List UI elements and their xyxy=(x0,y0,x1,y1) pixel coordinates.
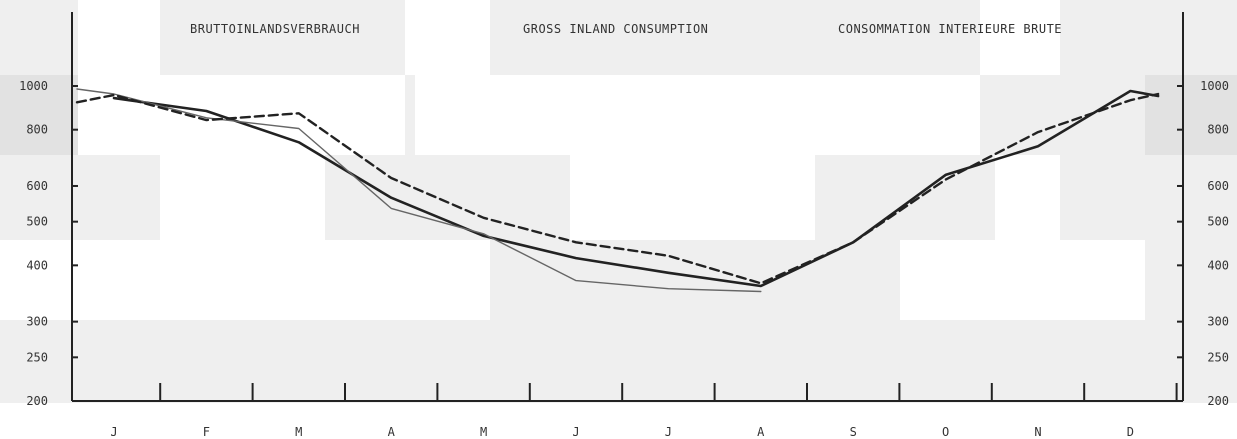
bg-block xyxy=(405,75,415,155)
bg-block xyxy=(490,0,980,75)
y-tick-label-left: 600 xyxy=(26,179,48,193)
chart-title-german: BRUTTOINLANDSVERBRAUCH xyxy=(190,22,360,36)
x-tick-label: D xyxy=(1127,425,1134,439)
bg-block xyxy=(1145,240,1237,320)
y-tick-label-right: 800 xyxy=(1207,123,1229,137)
bg-block xyxy=(0,0,78,75)
y-tick-label-right: 500 xyxy=(1207,215,1229,229)
chart-title-french: CONSOMMATION INTERIEURE BRUTE xyxy=(838,22,1062,36)
series-lines xyxy=(75,88,1160,293)
x-tick-label: M xyxy=(480,425,487,439)
y-tick-label-left: 200 xyxy=(26,394,48,408)
x-tick-label: J xyxy=(665,425,672,439)
x-tick-label: S xyxy=(850,425,857,439)
bg-block xyxy=(1145,75,1237,155)
x-tick-label: J xyxy=(572,425,579,439)
bg-block xyxy=(1060,0,1237,75)
series-line-dashed xyxy=(75,92,1160,285)
y-tick-label-right: 1000 xyxy=(1200,79,1229,93)
x-tick-label: A xyxy=(388,425,396,439)
y-tick-label-left: 500 xyxy=(26,215,48,229)
axes xyxy=(71,12,1184,402)
bg-block xyxy=(980,75,1145,155)
x-tick-label: N xyxy=(1034,425,1041,439)
y-tick-label-right: 400 xyxy=(1207,258,1229,272)
y-tick-label-left: 800 xyxy=(26,123,48,137)
bg-block xyxy=(160,0,405,75)
bg-block xyxy=(0,155,160,240)
x-tick-label: O xyxy=(942,425,949,439)
x-tick-label: J xyxy=(110,425,117,439)
y-tick-label-right: 300 xyxy=(1207,315,1229,329)
y-tick-label-left: 300 xyxy=(26,315,48,329)
y-tick-label-right: 600 xyxy=(1207,179,1229,193)
y-tick-label-left: 250 xyxy=(26,350,48,364)
x-tick-label: A xyxy=(757,425,765,439)
y-tick-label-left: 1000 xyxy=(19,79,48,93)
bg-block xyxy=(325,155,570,240)
chart-title-english: GROSS INLAND CONSUMPTION xyxy=(523,22,708,36)
bg-block xyxy=(0,75,78,155)
background-shading xyxy=(0,0,1237,403)
bg-block xyxy=(1060,155,1237,240)
y-tick-label-left: 400 xyxy=(26,258,48,272)
series-line-thick xyxy=(112,89,1160,288)
y-tick-label-right: 250 xyxy=(1207,350,1229,364)
bg-block xyxy=(0,320,1237,403)
series-line-thin xyxy=(76,88,762,293)
y-tick-label-right: 200 xyxy=(1207,394,1229,408)
x-tick-label: F xyxy=(203,425,210,439)
x-tick-label: M xyxy=(295,425,302,439)
y-axis-labels: 200 200 250 250 300 300 400 400 500 500 600 600 800 8… xyxy=(19,79,1229,408)
